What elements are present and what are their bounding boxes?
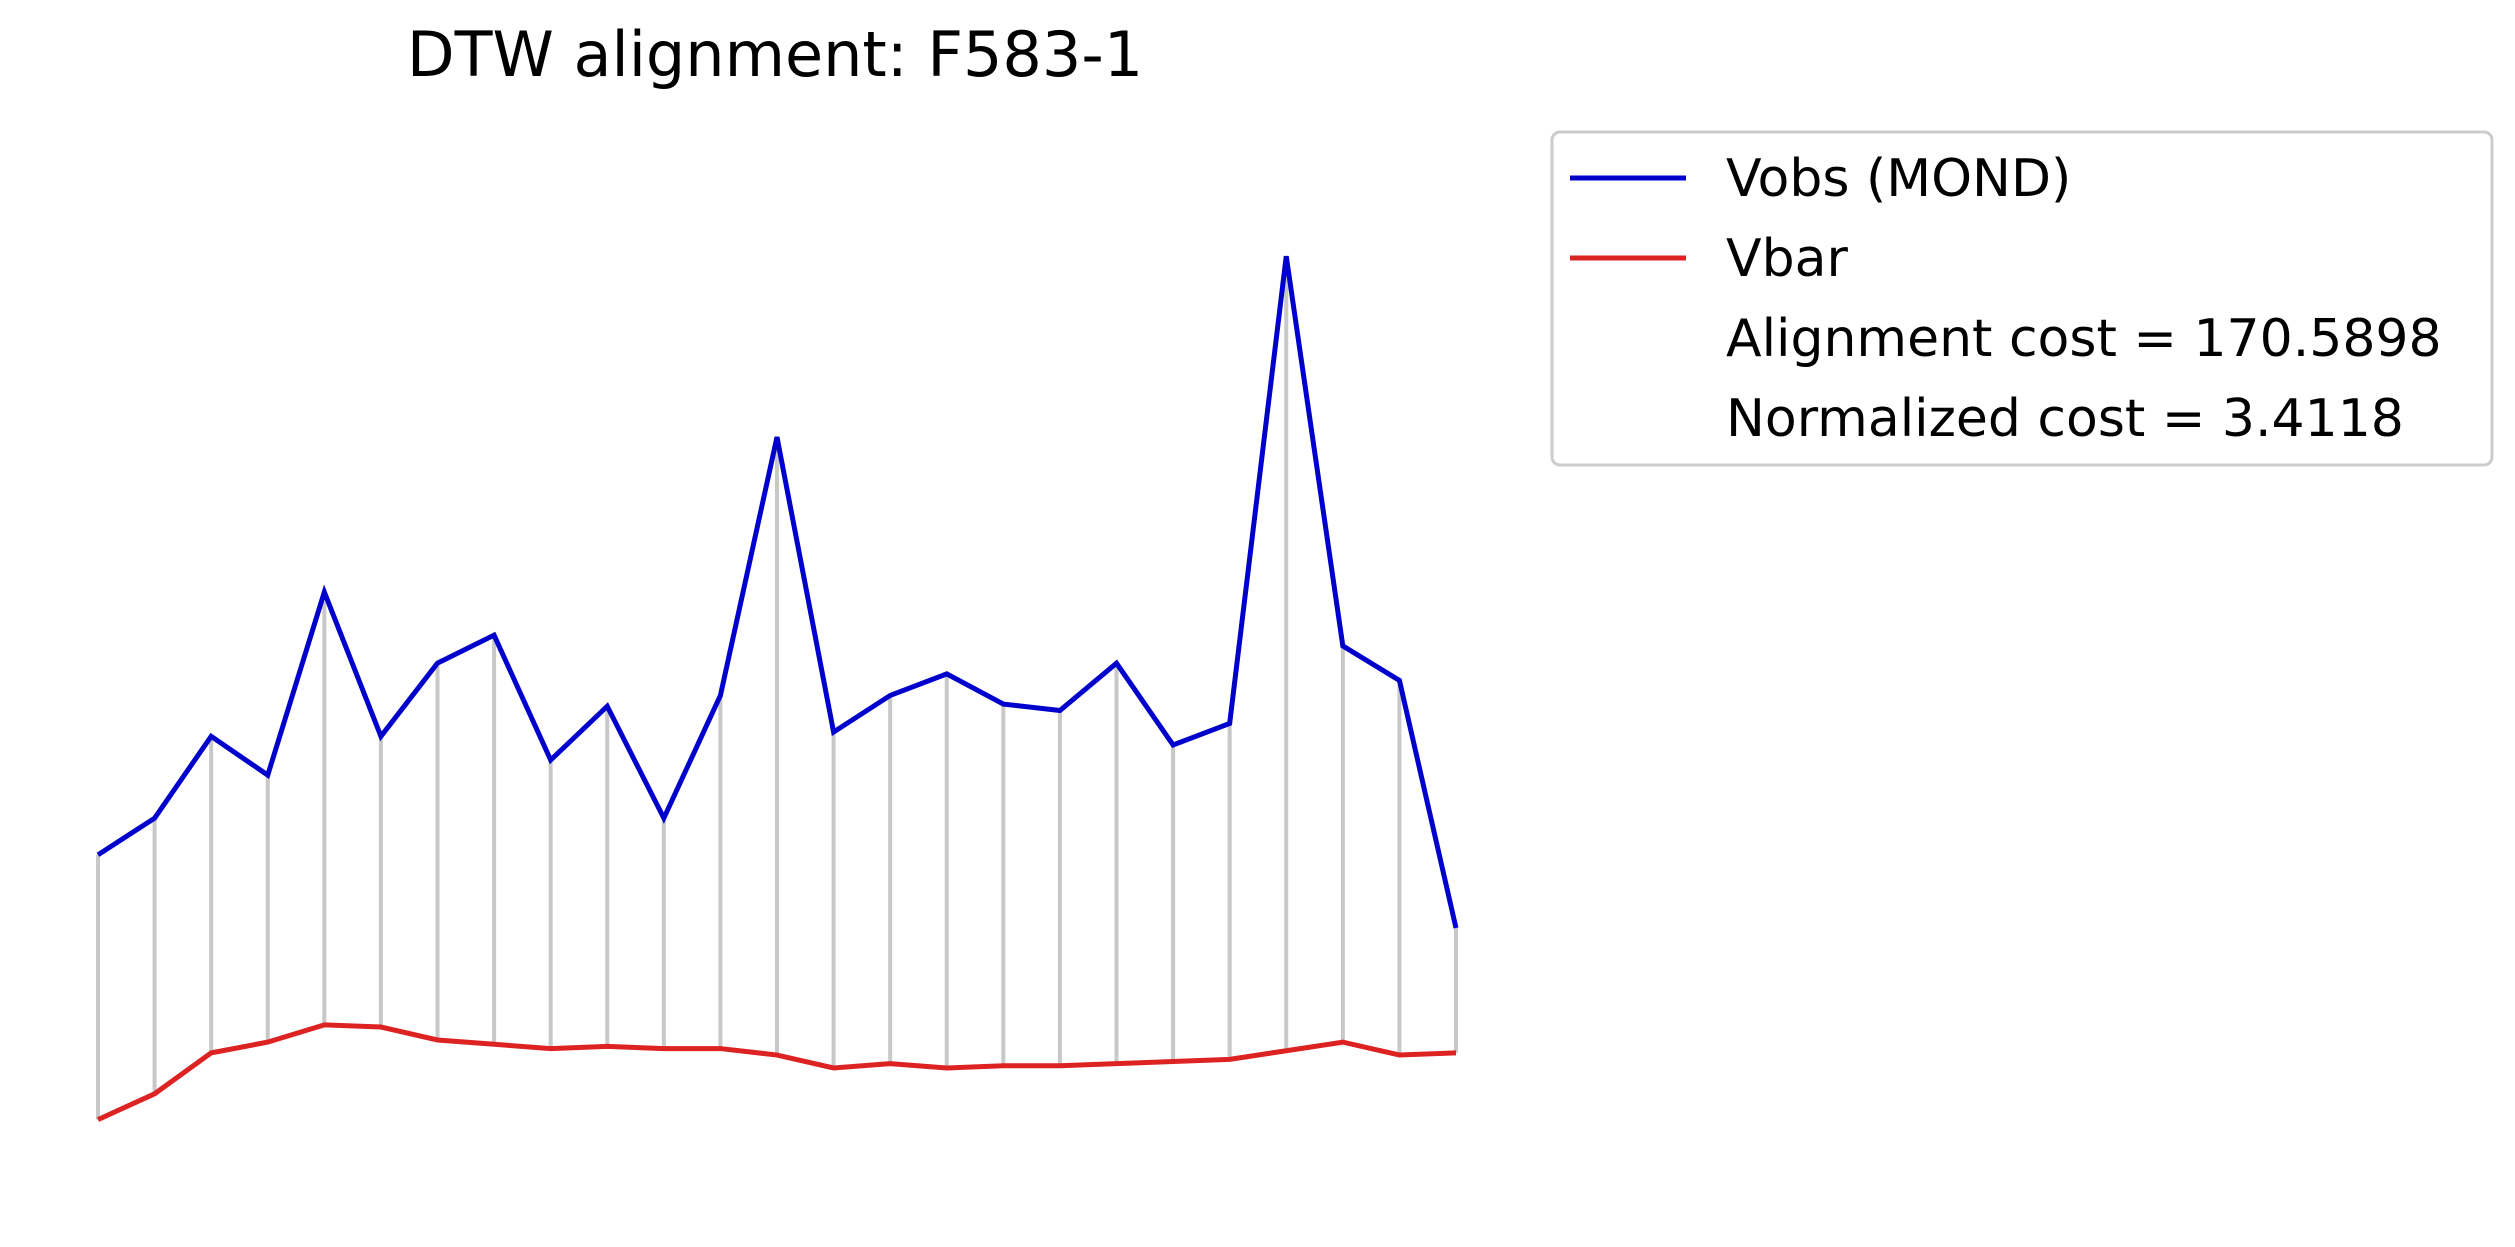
chart-title: DTW alignment: F583-1 xyxy=(407,18,1143,91)
legend-label-2: Alignment cost = 170.5898 xyxy=(1726,309,2442,369)
series-line-vobs xyxy=(96,255,1459,929)
legend-label-0: Vobs (MOND) xyxy=(1726,149,2071,209)
legend-label-3: Normalized cost = 3.4118 xyxy=(1726,389,2404,449)
series-lines xyxy=(96,255,1459,1122)
legend-box xyxy=(1550,130,2494,467)
legend-label-1: Vbar xyxy=(1726,229,1848,289)
alignment-lines xyxy=(96,256,1458,1120)
series-line-vbar xyxy=(96,1022,1457,1122)
legend: Vobs (MOND) Vbar Alignment cost = 170.5898… xyxy=(1550,130,2494,467)
